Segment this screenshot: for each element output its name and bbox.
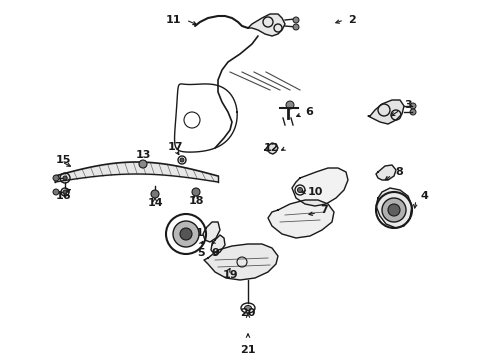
Circle shape <box>180 158 184 162</box>
Circle shape <box>293 24 299 30</box>
Polygon shape <box>368 100 404 124</box>
Polygon shape <box>211 235 225 255</box>
Polygon shape <box>204 244 278 280</box>
Circle shape <box>410 109 416 115</box>
Circle shape <box>192 188 200 196</box>
Text: 17: 17 <box>167 142 183 152</box>
Text: 3: 3 <box>404 100 412 110</box>
Text: 11: 11 <box>166 15 181 25</box>
Circle shape <box>286 101 294 109</box>
Text: 19: 19 <box>222 270 238 280</box>
Circle shape <box>173 221 199 247</box>
Circle shape <box>410 103 416 109</box>
Polygon shape <box>292 168 348 206</box>
Text: 8: 8 <box>395 167 403 177</box>
Circle shape <box>297 188 302 193</box>
Circle shape <box>63 190 67 194</box>
Polygon shape <box>376 188 412 228</box>
Circle shape <box>293 17 299 23</box>
Text: 21: 21 <box>240 345 256 355</box>
Text: 5: 5 <box>197 248 205 258</box>
Text: 13: 13 <box>135 150 151 160</box>
Text: 7: 7 <box>320 205 328 215</box>
Text: 2: 2 <box>348 15 356 25</box>
Circle shape <box>151 190 159 198</box>
Circle shape <box>382 198 406 222</box>
Circle shape <box>53 175 59 181</box>
Text: 1: 1 <box>196 228 204 238</box>
Polygon shape <box>203 222 220 242</box>
Text: 15: 15 <box>56 155 72 165</box>
Text: 10: 10 <box>308 187 323 197</box>
Text: 14: 14 <box>147 198 163 208</box>
Text: 16: 16 <box>56 191 72 201</box>
Circle shape <box>180 228 192 240</box>
Ellipse shape <box>245 306 251 310</box>
Text: 6: 6 <box>305 107 313 117</box>
Text: 4: 4 <box>420 191 428 201</box>
Circle shape <box>63 176 67 180</box>
Text: 20: 20 <box>240 308 256 318</box>
Polygon shape <box>248 14 285 36</box>
Circle shape <box>53 189 59 195</box>
Polygon shape <box>265 143 278 154</box>
Polygon shape <box>268 200 334 238</box>
Text: 9: 9 <box>211 248 219 258</box>
Circle shape <box>139 160 147 168</box>
Circle shape <box>388 204 400 216</box>
Text: 12: 12 <box>264 143 279 153</box>
Polygon shape <box>376 165 396 180</box>
Text: 18: 18 <box>188 196 204 206</box>
